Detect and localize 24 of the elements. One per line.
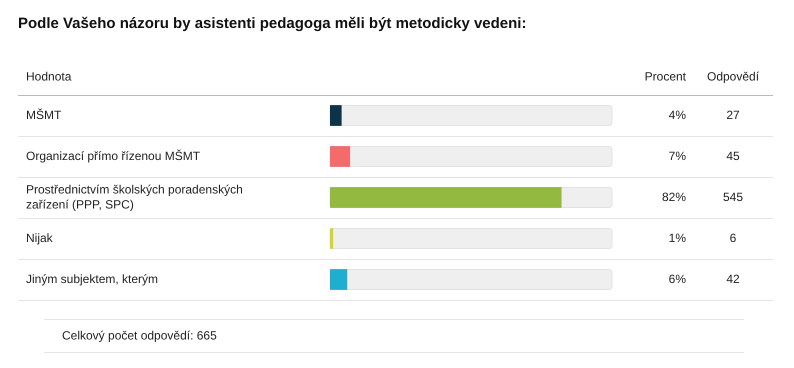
text: 545 bbox=[722, 190, 744, 204]
bar bbox=[330, 269, 348, 290]
data-label: 7% bbox=[668, 148, 686, 163]
bar bbox=[330, 146, 350, 167]
y-tick-label: Jiným subjektem, kterým bbox=[26, 272, 158, 286]
y-tick-label: Nijak bbox=[26, 230, 54, 245]
text: Odpovědí bbox=[706, 69, 760, 84]
text: 45 bbox=[726, 148, 740, 163]
y-tick-label: Organizací přímo řízenou MŠMT bbox=[26, 148, 201, 163]
data-label: 82% bbox=[662, 190, 686, 204]
y-tick-label: MŠMT bbox=[26, 108, 62, 122]
y-tick-label: Prostřednictvím školských poradenských zařízení (PPP, SPC) bbox=[26, 182, 243, 212]
data-label: 1% bbox=[668, 230, 686, 245]
chart-title: Podle Vašeho názoru by asistenti pedagoga měli být metodicky vedeni: bbox=[18, 15, 526, 32]
text: Procent bbox=[644, 69, 687, 84]
bar bbox=[330, 228, 334, 249]
text: Celkový počet odpovědí: 665 bbox=[62, 328, 218, 342]
text: 42 bbox=[726, 272, 740, 286]
data-label: 6% bbox=[668, 272, 686, 286]
text: 27 bbox=[726, 108, 740, 122]
data-label: 4% bbox=[668, 108, 686, 122]
text: 6 bbox=[730, 230, 737, 245]
bar bbox=[330, 105, 342, 126]
y-axis-title: Hodnota bbox=[26, 69, 72, 84]
